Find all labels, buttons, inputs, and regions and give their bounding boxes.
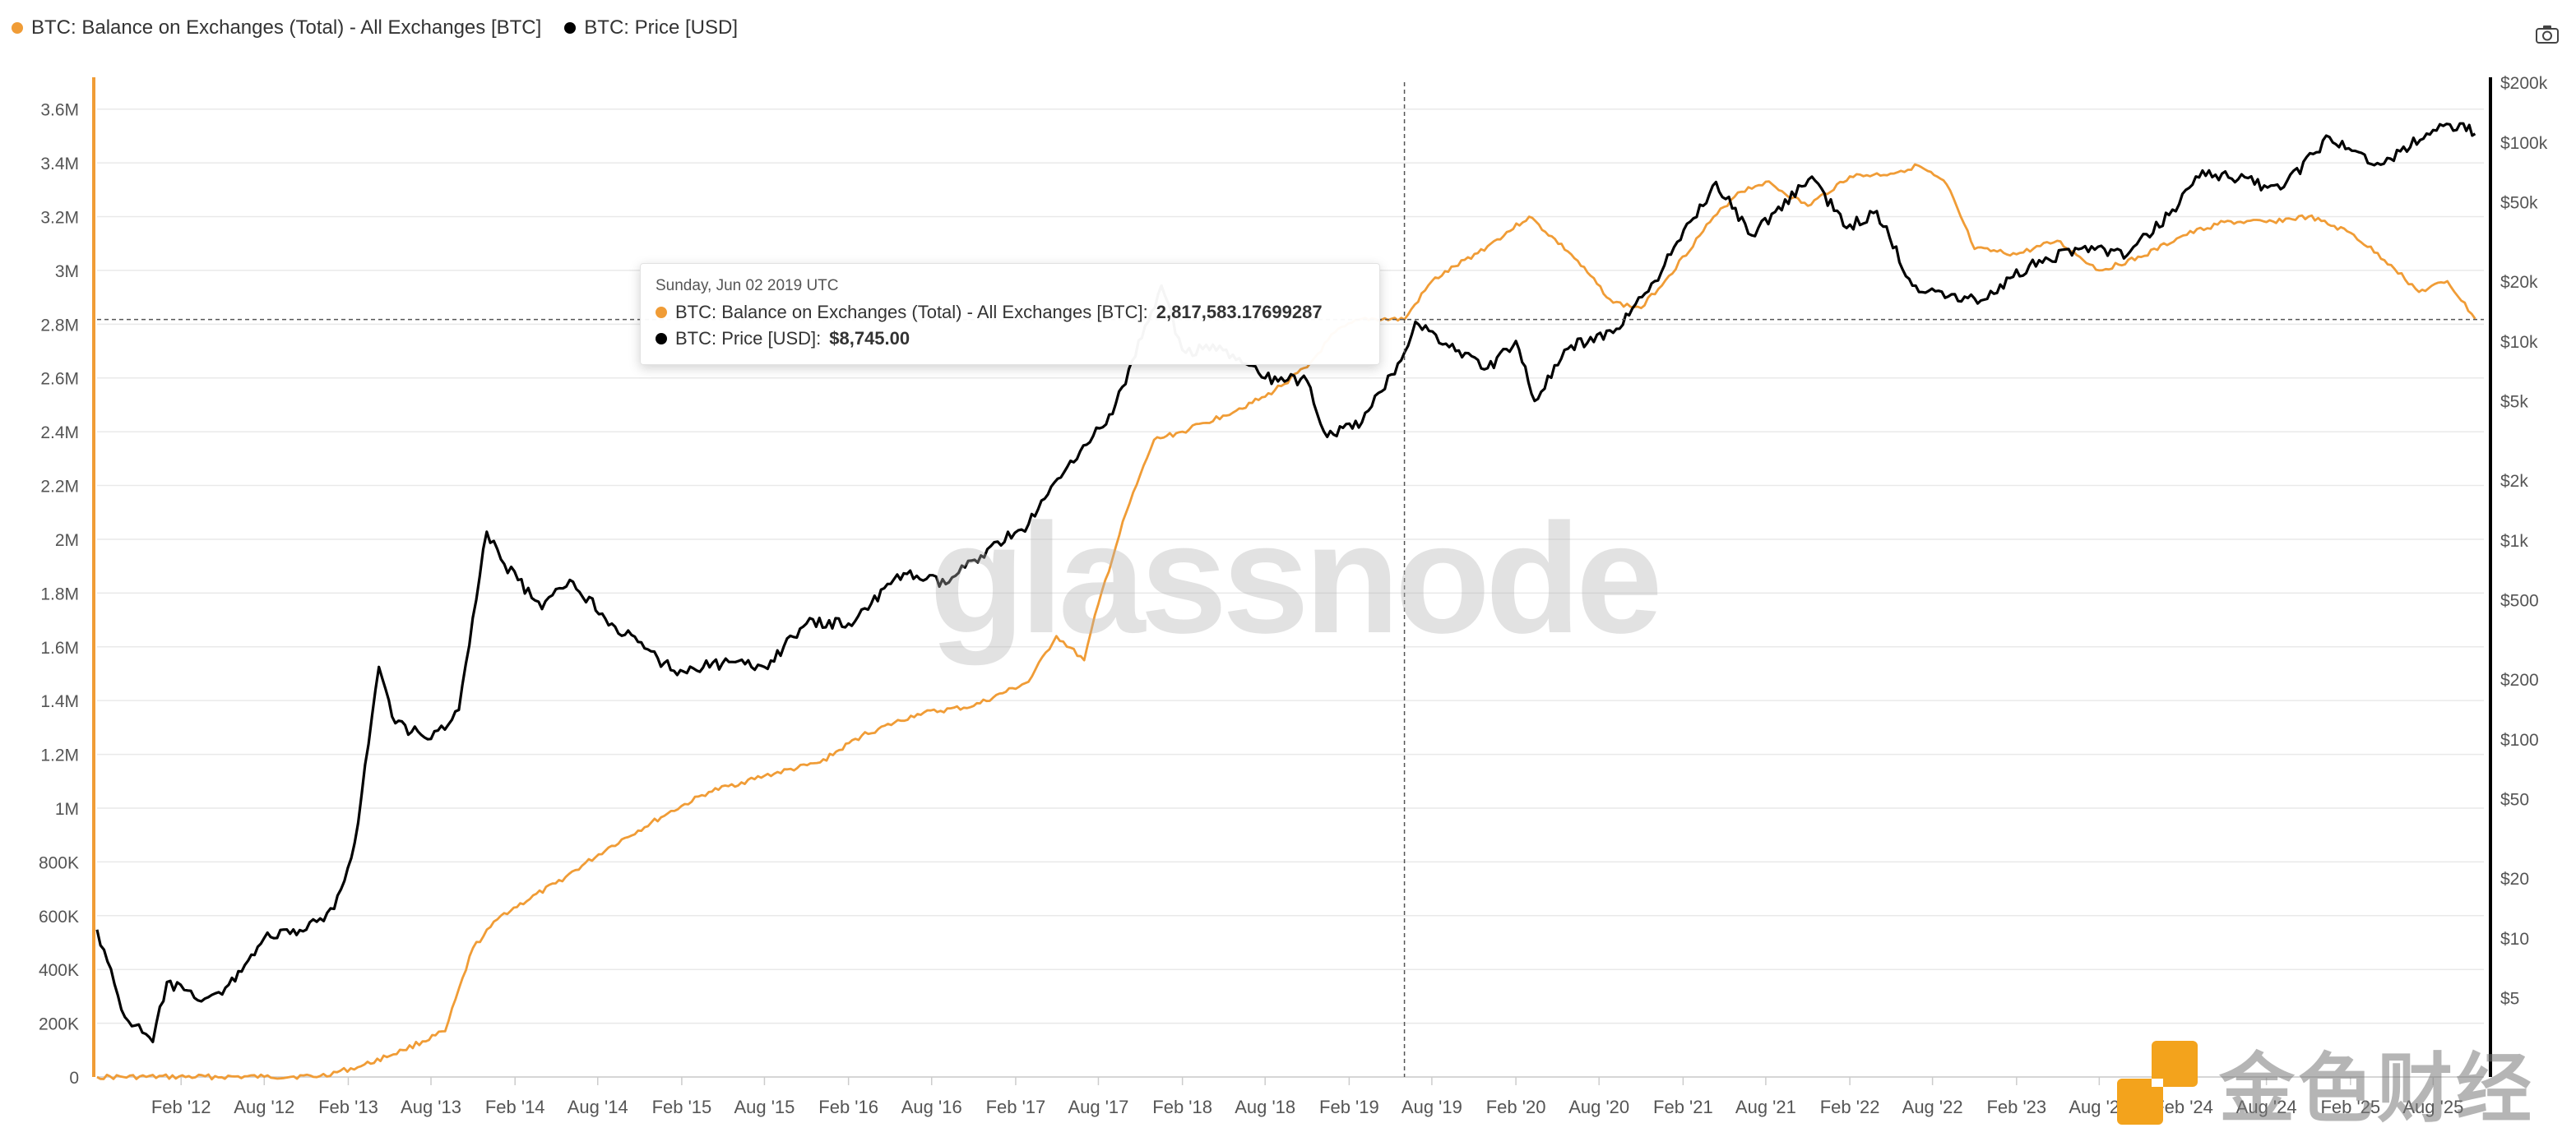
y-left-tick-12: 2.4M xyxy=(40,423,79,442)
x-tick-0: Feb '12 xyxy=(151,1097,211,1117)
tooltip-price-label: BTC: Price [USD]: xyxy=(675,328,822,349)
legend-dot-price xyxy=(564,22,577,34)
y-right-tick-5: $200 xyxy=(2500,671,2539,690)
y-left-tick-3: 600K xyxy=(39,908,79,927)
x-axis: Feb '12 Aug '12 Feb '13 Aug '13 Feb '14 Aug '… xyxy=(97,1076,2484,1117)
legend-item-price[interactable]: BTC: Price [USD] xyxy=(564,16,738,39)
chart-legend[interactable]: BTC: Balance on Exchanges (Total) - All … xyxy=(12,15,738,41)
tooltip-date: Sunday, Jun 02 2019 UTC xyxy=(656,277,839,294)
jinse-logo-icon xyxy=(2117,1040,2198,1125)
legend-dot-balance xyxy=(12,22,23,34)
tooltip-dot-balance xyxy=(656,307,667,318)
x-tick-7: Aug '15 xyxy=(734,1097,795,1117)
x-tick-19: Aug '21 xyxy=(1735,1097,1796,1117)
hover-tooltip: Sunday, Jun 02 2019 UTC BTC: Balance on … xyxy=(640,263,1380,365)
y-right-tick-9: $5k xyxy=(2500,393,2528,412)
y-right-tick-3: $50 xyxy=(2500,791,2529,810)
y-right-tick-4: $100 xyxy=(2500,731,2539,750)
y-right-tick-0: $5 xyxy=(2500,990,2519,1009)
x-tick-11: Aug '17 xyxy=(1068,1097,1128,1117)
x-tick-13: Aug '18 xyxy=(1235,1097,1295,1117)
tooltip-price-value: $8,745.00 xyxy=(829,328,910,349)
x-tick-25: Aug '24 xyxy=(2236,1097,2297,1117)
x-tick-24: Feb '24 xyxy=(2153,1097,2213,1117)
y-left-tick-13: 2.6M xyxy=(40,370,79,389)
x-tick-21: Aug '22 xyxy=(1902,1097,1963,1117)
tooltip-balance-label: BTC: Balance on Exchanges (Total) - All … xyxy=(675,302,1148,322)
x-tick-17: Aug '20 xyxy=(1568,1097,1629,1117)
x-tick-1: Aug '12 xyxy=(234,1097,294,1117)
legend-label-balance: BTC: Balance on Exchanges (Total) - All … xyxy=(31,16,542,39)
y-right-tick-1: $10 xyxy=(2500,930,2529,949)
series-layer xyxy=(95,122,2476,1081)
x-tick-20: Feb '22 xyxy=(1820,1097,1880,1117)
y-right-tick-11: $20k xyxy=(2500,273,2538,292)
y-left-tick-18: 3.6M xyxy=(40,101,79,120)
y-right-tick-8: $2k xyxy=(2500,472,2528,491)
y-left-tick-16: 3.2M xyxy=(40,209,79,228)
x-tick-16: Feb '20 xyxy=(1486,1097,1546,1117)
y-left-tick-15: 3M xyxy=(55,262,79,281)
right-axis: $5 $10 $20 $50 $100 $200 $500 $1k $2k $5k $10k $20k… xyxy=(2489,74,2548,1077)
y-right-tick-13: $100k xyxy=(2500,134,2548,153)
jinse-brand: 金色财经 xyxy=(2112,1028,2535,1137)
x-tick-9: Aug '16 xyxy=(901,1097,962,1117)
x-tick-26: Feb '25 xyxy=(2320,1097,2380,1117)
y-right-tick-14: $200k xyxy=(2500,74,2548,93)
y-left-tick-7: 1.4M xyxy=(40,692,79,711)
x-tick-4: Feb '14 xyxy=(485,1097,545,1117)
x-tick-3: Aug '13 xyxy=(401,1097,461,1117)
legend-item-balance[interactable]: BTC: Balance on Exchanges (Total) - All … xyxy=(12,16,541,39)
x-tick-27: Aug '25 xyxy=(2402,1097,2463,1117)
tooltip-dot-price xyxy=(656,333,667,344)
left-axis: 0 200K 400K 600K 800K 1M 1.2M 1.4M 1.6M 1.8M 2M 2.2… xyxy=(39,77,95,1088)
y-right-tick-12: $50k xyxy=(2500,194,2538,213)
brand-text: 金色财经 xyxy=(2219,1045,2536,1133)
y-left-tick-4: 800K xyxy=(39,853,79,872)
y-left-tick-17: 3.4M xyxy=(40,155,79,173)
y-left-tick-6: 1.2M xyxy=(40,746,79,765)
x-tick-2: Feb '13 xyxy=(318,1097,378,1117)
x-tick-8: Feb '16 xyxy=(818,1097,878,1117)
y-left-tick-10: 2M xyxy=(55,531,79,550)
x-tick-14: Feb '19 xyxy=(1319,1097,1379,1117)
y-right-tick-10: $10k xyxy=(2500,333,2538,352)
y-left-tick-1: 200K xyxy=(39,1015,79,1034)
y-left-tick-8: 1.6M xyxy=(40,639,79,658)
x-tick-22: Feb '23 xyxy=(1986,1097,2046,1117)
x-tick-18: Feb '21 xyxy=(1653,1097,1713,1117)
camera-icon[interactable] xyxy=(2535,25,2560,44)
y-left-tick-9: 1.8M xyxy=(40,585,79,603)
y-right-tick-6: $500 xyxy=(2500,592,2539,611)
x-tick-5: Aug '14 xyxy=(568,1097,628,1117)
y-left-tick-11: 2.2M xyxy=(40,478,79,497)
tooltip-row-balance: BTC: Balance on Exchanges (Total) - All … xyxy=(656,302,1364,323)
x-tick-6: Feb '15 xyxy=(652,1097,712,1117)
x-tick-15: Aug '19 xyxy=(1402,1097,1462,1117)
y-right-tick-2: $20 xyxy=(2500,870,2529,889)
legend-label-price: BTC: Price [USD] xyxy=(584,16,738,39)
y-right-tick-7: $1k xyxy=(2500,532,2528,551)
glassnode-watermark: glassnode xyxy=(929,492,1663,666)
tooltip-row-price: BTC: Price [USD]: $8,745.00 xyxy=(656,328,1364,349)
y-left-tick-0: 0 xyxy=(69,1069,79,1088)
series-line-price xyxy=(95,122,2476,1043)
y-left-tick-2: 400K xyxy=(39,961,79,980)
series-line-balance xyxy=(96,163,2476,1081)
x-tick-12: Feb '18 xyxy=(1152,1097,1212,1117)
y-left-tick-5: 1M xyxy=(55,800,79,819)
y-left-tick-14: 2.8M xyxy=(40,316,79,335)
tooltip-balance-value: 2,817,583.17699287 xyxy=(1156,302,1323,322)
x-tick-10: Feb '17 xyxy=(986,1097,1046,1117)
